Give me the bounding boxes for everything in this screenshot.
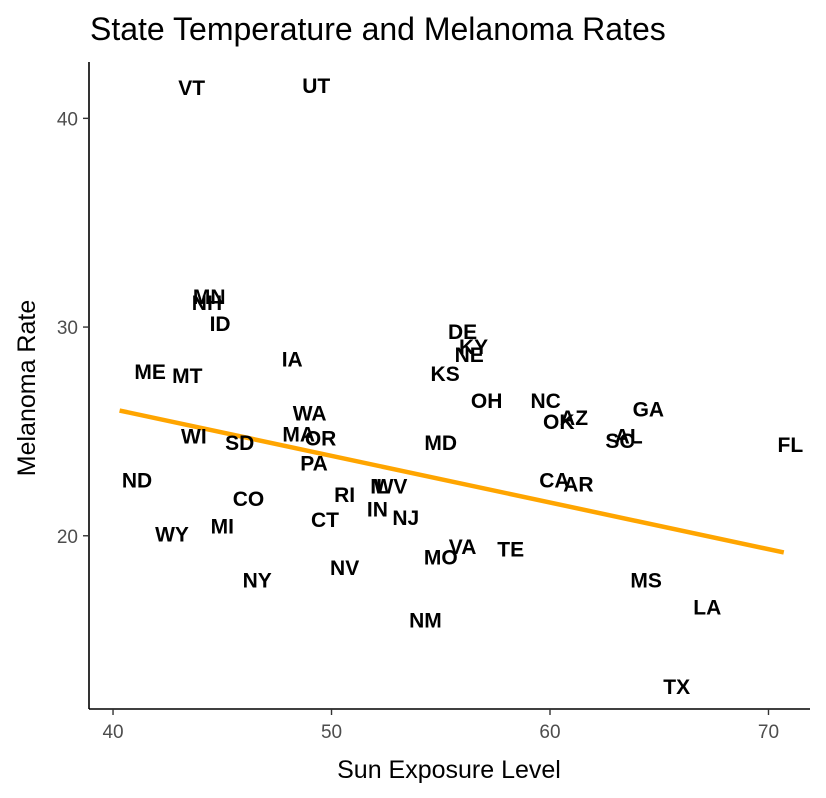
point-label-vt: VT [178,77,205,100]
point-label-te: TE [497,538,524,561]
y-tick-label: 40 [57,109,78,130]
point-label-ny: NY [243,570,272,593]
x-tick-label: 60 [539,722,560,743]
point-label-nd: ND [122,469,152,492]
point-label-in: IN [367,499,388,522]
point-label-mt: MT [172,365,202,388]
point-label-co: CO [233,488,265,511]
point-label-wy: WY [155,524,189,547]
point-label-tx: TX [663,676,690,699]
chart-title: State Temperature and Melanoma Rates [90,11,666,47]
point-label-ks: KS [431,363,460,386]
point-label-pa: PA [300,453,328,476]
point-label-de: DE [448,321,477,344]
point-label-ga: GA [633,398,665,421]
point-label-nh: NH [192,292,222,315]
axis-ticks: 40 50 60 70 20 30 40 [57,109,779,743]
point-label-ma: MA [282,424,315,447]
point-label-ct: CT [311,509,339,532]
point-label-ia: IA [282,348,303,371]
point-label-ri: RI [334,484,355,507]
trend-line [119,408,785,555]
point-label-nv: NV [330,557,359,580]
point-label-wv: WV [374,476,408,499]
x-axis-title: Sun Exposure Level [337,756,561,784]
trend-line-group [119,408,785,555]
point-label-il: IL [370,476,389,499]
point-label-or: OR [305,428,337,451]
point-label-la: LA [693,597,721,620]
x-tick-label: 40 [102,722,123,743]
point-label-ky: KY [459,336,488,359]
point-label-nm: NM [409,609,442,632]
point-label-fl: FL [778,434,804,457]
point-label-al: AL [615,426,643,449]
y-tick-label: 30 [57,318,78,339]
point-label-mo: MO [424,547,458,570]
point-label-ut: UT [302,75,330,98]
point-label-nc: NC [530,390,560,413]
point-label-nj: NJ [392,507,419,530]
point-label-ms: MS [630,570,662,593]
point-label-md: MD [424,432,457,455]
point-label-wi: WI [181,426,207,449]
point-label-sd: SD [225,432,254,455]
y-tick-label: 20 [57,527,78,548]
point-label-ar: AR [563,474,593,497]
point-label-az: AZ [560,407,588,430]
point-label-ca: CA [539,469,569,492]
x-tick-label: 70 [758,722,779,743]
point-label-ok: OK [543,411,575,434]
point-label-mn: MN [193,286,226,309]
point-label-me: ME [134,361,166,384]
point-label-mi: MI [211,515,234,538]
point-label-sc: SC [605,430,634,453]
point-label-wa: WA [293,403,327,426]
x-tick-label: 50 [321,722,342,743]
y-axis-title: Melanoma Rate [13,300,41,476]
point-label-va: VA [449,536,477,559]
point-label-oh: OH [471,390,503,413]
point-label-ne: NE [455,344,484,367]
point-label-id: ID [210,313,231,336]
